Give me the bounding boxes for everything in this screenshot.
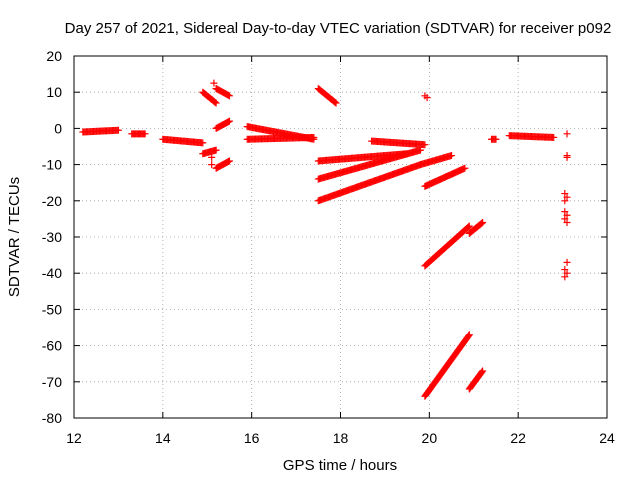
y-tick-label: -10 <box>42 157 62 173</box>
x-tick-label: 16 <box>244 430 260 446</box>
x-tick-label: 22 <box>510 430 526 446</box>
y-tick-label: 20 <box>46 48 62 64</box>
data-point-marker <box>478 219 486 227</box>
data-point-marker <box>465 331 473 339</box>
data-point-marker <box>448 152 456 160</box>
data-point-marker <box>479 367 487 375</box>
data-point-marker <box>478 368 486 376</box>
data-point-marker <box>208 153 216 161</box>
y-axis-ticks: 20 10 0 -10 -20 -30 -40 -50 -60 -70 -80 <box>42 48 607 426</box>
x-tick-label: 14 <box>155 430 171 446</box>
data-point-marker <box>331 98 339 106</box>
data-point-marker <box>310 133 318 141</box>
data-points <box>79 79 571 400</box>
y-tick-label: 0 <box>54 120 62 136</box>
data-point-marker <box>563 153 571 161</box>
data-point-marker <box>423 94 431 102</box>
data-point-marker <box>561 197 569 205</box>
data-point-marker <box>199 139 207 147</box>
data-point-marker <box>561 266 569 274</box>
y-axis-label: SDTVAR / TECUs <box>6 177 23 297</box>
data-point-marker <box>563 130 571 138</box>
x-tick-label: 18 <box>333 430 349 446</box>
data-point-marker <box>479 219 487 227</box>
data-point-marker <box>465 222 473 230</box>
grid-lines <box>74 56 607 418</box>
data-point-marker <box>332 99 340 107</box>
data-point-marker <box>561 208 569 216</box>
x-tick-label: 24 <box>599 430 615 446</box>
y-tick-label: 10 <box>46 84 62 100</box>
data-point-marker <box>141 130 149 138</box>
x-axis-label: GPS time / hours <box>283 457 397 474</box>
data-point-marker <box>561 273 569 281</box>
data-point-marker <box>465 332 473 340</box>
x-axis-ticks: 12 14 16 18 20 22 24 <box>66 56 615 446</box>
data-point-marker <box>114 126 122 134</box>
data-point-marker <box>208 161 216 169</box>
x-tick-label: 20 <box>422 430 438 446</box>
data-point-marker <box>563 219 571 227</box>
y-tick-label: -60 <box>42 338 62 354</box>
chart-title: Day 257 of 2021, Sidereal Day-to-day VTE… <box>65 20 612 37</box>
data-point-marker <box>225 157 233 165</box>
data-point-marker <box>211 98 219 106</box>
y-tick-label: -30 <box>42 229 62 245</box>
y-tick-label: -70 <box>42 374 62 390</box>
data-point-marker <box>461 164 469 172</box>
data-point-marker <box>563 258 571 266</box>
data-point-marker <box>563 211 571 219</box>
data-point-marker <box>561 215 569 223</box>
data-point-marker <box>225 92 233 100</box>
data-point-marker <box>210 79 218 87</box>
data-point-marker <box>225 117 233 125</box>
data-point-marker <box>563 193 571 201</box>
data-point-marker <box>550 133 558 141</box>
data-point-marker <box>464 223 472 231</box>
x-tick-label: 12 <box>66 430 82 446</box>
y-tick-label: -20 <box>42 193 62 209</box>
y-tick-label: -40 <box>42 265 62 281</box>
data-point-marker <box>421 141 429 149</box>
data-point-marker <box>212 99 220 107</box>
data-point-marker <box>561 190 569 198</box>
data-point-marker <box>563 269 571 277</box>
data-point-marker <box>212 146 220 154</box>
data-point-marker <box>212 85 220 93</box>
data-point-marker <box>492 135 500 143</box>
y-tick-label: -50 <box>42 301 62 317</box>
y-tick-label: -80 <box>42 410 62 426</box>
